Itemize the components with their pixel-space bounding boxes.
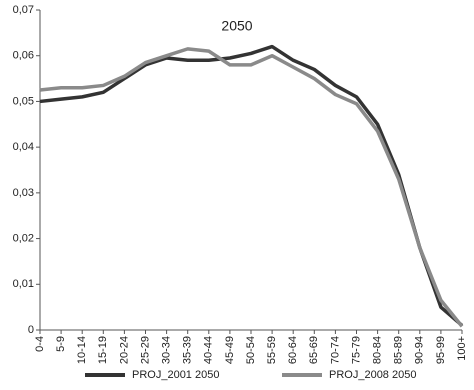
x-tick-label: 50-54 — [245, 336, 257, 364]
y-tick-label: 0 — [28, 324, 34, 336]
x-tick-label: 10-14 — [76, 336, 88, 364]
x-tick-label: 25-29 — [139, 336, 151, 364]
x-tick-label: 70-74 — [329, 336, 341, 364]
series-line — [39, 47, 464, 328]
y-tick-label: 0,02 — [13, 232, 34, 244]
y-tick-label: 0,07 — [13, 4, 34, 16]
x-tick-label: 20-24 — [118, 336, 130, 364]
x-tick-label: 100+ — [456, 336, 468, 361]
chart-title: 2050 — [221, 18, 252, 34]
legend-label: PROJ_2001 2050 — [132, 369, 219, 381]
x-tick-label: 90-94 — [414, 336, 426, 364]
x-tick-label: 55-59 — [266, 336, 278, 364]
x-tick-label: 95-99 — [435, 336, 447, 364]
x-tick-label: 60-64 — [287, 336, 299, 364]
x-tick-label: 80-84 — [372, 336, 384, 364]
y-tick-label: 0,03 — [13, 187, 34, 199]
x-tick-label: 30-34 — [161, 336, 173, 364]
x-tick-label: 35-39 — [182, 336, 194, 364]
x-tick-label: 85-89 — [393, 336, 405, 364]
y-tick-label: 0,01 — [13, 278, 34, 290]
series-line — [39, 44, 464, 327]
x-tick-label: 45-49 — [224, 336, 236, 364]
y-tick-label: 0,04 — [13, 141, 34, 153]
x-tick-label: 0-4 — [34, 336, 46, 352]
legend-label: PROJ_2008 2050 — [329, 369, 416, 381]
y-tick-label: 0,06 — [13, 50, 34, 62]
x-tick-label: 5-9 — [55, 336, 67, 352]
x-tick-label: 75-79 — [350, 336, 362, 364]
x-tick-label: 40-44 — [203, 336, 215, 364]
y-tick-label: 0,05 — [13, 95, 34, 107]
x-tick-label: 65-69 — [308, 336, 320, 364]
x-tick-label: 15-19 — [97, 336, 109, 364]
